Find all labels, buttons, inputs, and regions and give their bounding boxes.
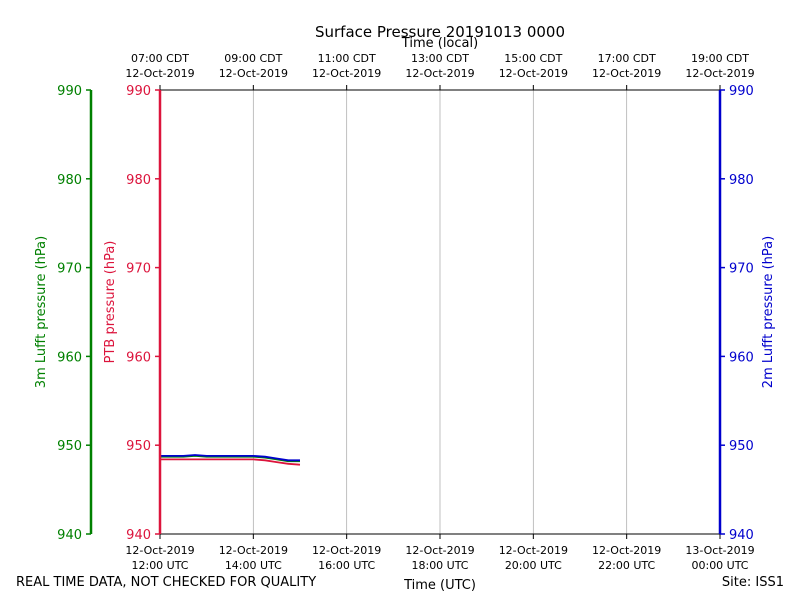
y-tick-label-ptb: 940	[126, 528, 151, 543]
y-tick-label-2m: 980	[729, 173, 754, 188]
x-tick-label-top-date: 12-Oct-2019	[685, 67, 754, 80]
y-axis-label-3m: 3m Lufft pressure (hPa)	[34, 236, 49, 388]
x-tick-label-bottom-time: 16:00 UTC	[318, 559, 375, 572]
x-tick-label-top-date: 12-Oct-2019	[312, 67, 381, 80]
y-tick-label-2m: 940	[729, 528, 754, 543]
x-tick-label-bottom-time: 18:00 UTC	[411, 559, 468, 572]
x-tick-label-top-time: 13:00 CDT	[411, 52, 469, 65]
x-tick-label-top-time: 15:00 CDT	[504, 52, 562, 65]
y-tick-label-3m: 960	[57, 350, 82, 365]
series-line-3	[160, 454, 300, 462]
y-tick-label-2m: 950	[729, 439, 754, 454]
chart-title: Surface Pressure 20191013 0000	[315, 23, 565, 41]
y-tick-label-2m: 990	[729, 84, 754, 99]
y-tick-label-3m: 990	[57, 84, 82, 99]
y-tick-label-2m: 960	[729, 350, 754, 365]
x-tick-label-top-date: 12-Oct-2019	[592, 67, 661, 80]
x-tick-label-bottom-time: 20:00 UTC	[505, 559, 562, 572]
y-axis-label-ptb: PTB pressure (hPa)	[103, 241, 118, 364]
x-tick-label-bottom-date: 12-Oct-2019	[312, 544, 381, 557]
x-tick-label-bottom-date: 12-Oct-2019	[592, 544, 661, 557]
y-tick-label-ptb: 990	[126, 84, 151, 99]
x-axis-label-bottom: Time (UTC)	[403, 578, 476, 593]
y-tick-label-ptb: 970	[126, 262, 151, 277]
x-tick-label-bottom-date: 12-Oct-2019	[499, 544, 568, 557]
x-tick-label-bottom-time: 12:00 UTC	[131, 559, 188, 572]
x-tick-label-top-time: 11:00 CDT	[318, 52, 376, 65]
x-tick-label-bottom-time: 14:00 UTC	[225, 559, 282, 572]
x-tick-label-bottom-date: 12-Oct-2019	[405, 544, 474, 557]
y-axis-label-2m: 2m Lufft pressure (hPa)	[761, 236, 776, 388]
x-tick-label-top-time: 19:00 CDT	[691, 52, 749, 65]
x-tick-label-top-date: 12-Oct-2019	[125, 67, 194, 80]
x-tick-label-bottom-time: 22:00 UTC	[598, 559, 655, 572]
x-tick-label-top-time: 09:00 CDT	[224, 52, 282, 65]
x-tick-label-top-date: 12-Oct-2019	[405, 67, 474, 80]
x-tick-label-bottom-date: 13-Oct-2019	[685, 544, 754, 557]
x-tick-label-top-time: 17:00 CDT	[598, 52, 656, 65]
grid-layer	[252, 90, 628, 534]
series-line-1	[160, 458, 301, 466]
site-label: Site: ISS1	[721, 575, 784, 590]
y-tick-label-3m: 950	[57, 439, 82, 454]
y-tick-label-ptb: 950	[126, 439, 151, 454]
quality-disclaimer: REAL TIME DATA, NOT CHECKED FOR QUALITY	[16, 575, 317, 590]
y-tick-label-ptb: 960	[126, 350, 151, 365]
text-layer: 12-Oct-2019 12:00 UTC 07:00 CDT 12-Oct-2019…	[34, 23, 776, 593]
y-tick-label-2m: 970	[729, 262, 754, 277]
y-tick-label-ptb: 980	[126, 173, 151, 188]
x-tick-label-bottom-time: 00:00 UTC	[691, 559, 748, 572]
y-tick-label-3m: 980	[57, 173, 82, 188]
x-tick-label-top-date: 12-Oct-2019	[219, 67, 288, 80]
x-axis-label-top: Time (local)	[401, 36, 478, 51]
y-tick-label-3m: 940	[57, 528, 82, 543]
series-layer	[160, 454, 301, 466]
x-tick-label-bottom-date: 12-Oct-2019	[219, 544, 288, 557]
y-tick-label-3m: 970	[57, 262, 82, 277]
x-tick-label-top-time: 07:00 CDT	[131, 52, 189, 65]
axes-layer	[86, 85, 725, 539]
x-tick-label-bottom-date: 12-Oct-2019	[125, 544, 194, 557]
x-tick-label-top-date: 12-Oct-2019	[499, 67, 568, 80]
